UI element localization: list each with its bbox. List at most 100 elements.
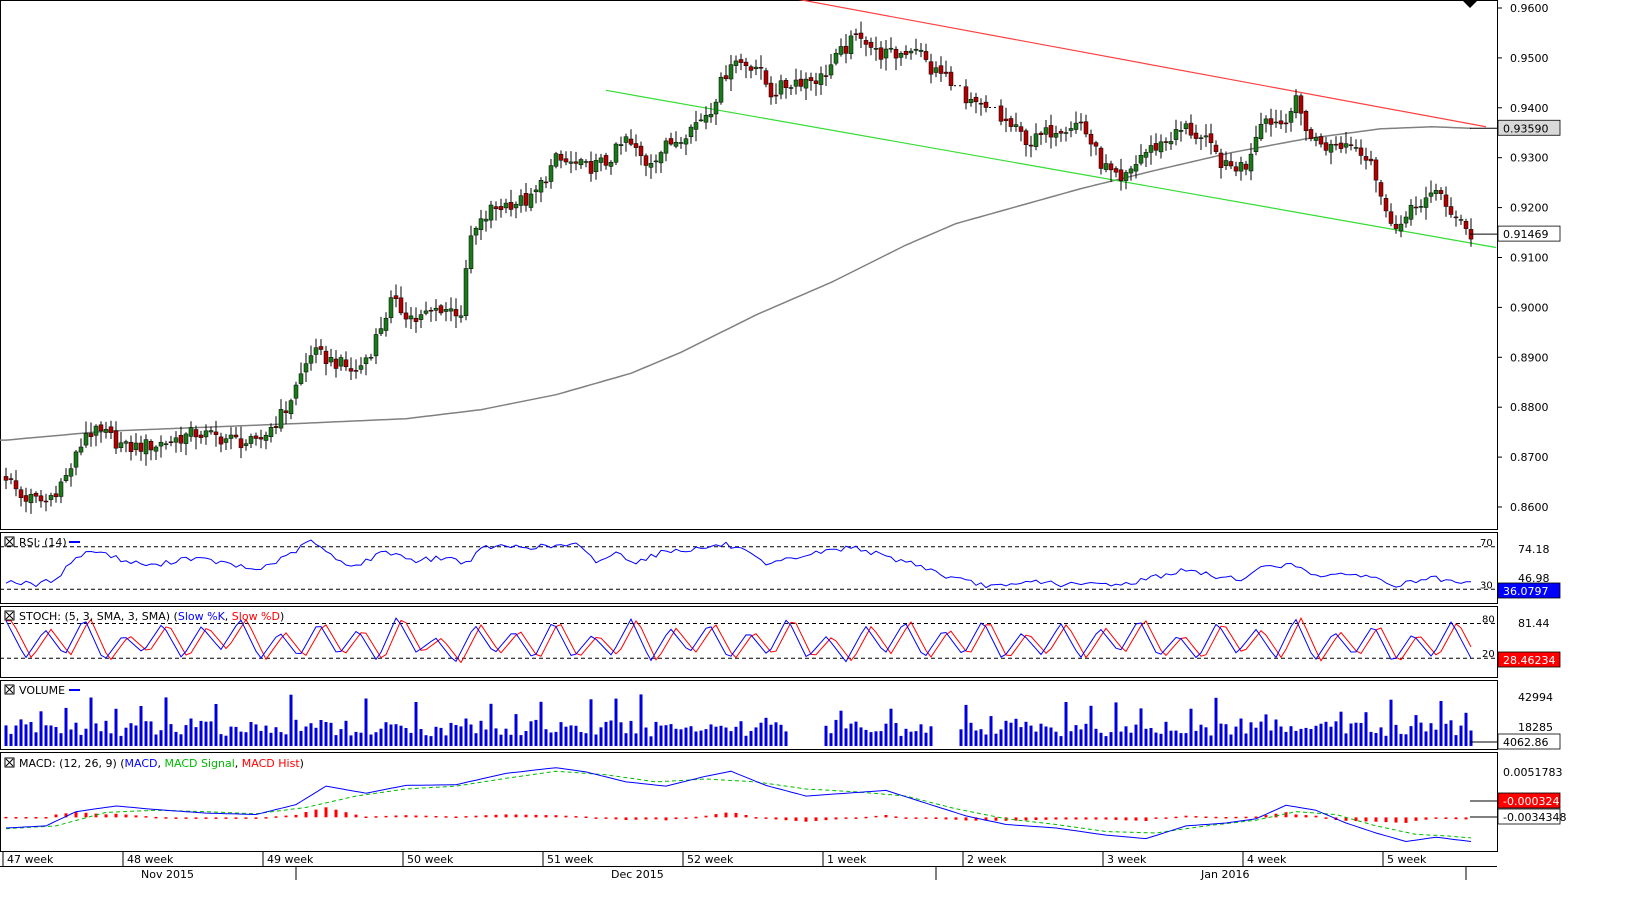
volume-bar — [529, 721, 533, 746]
volume-bar — [1129, 732, 1133, 746]
candle-up — [1168, 141, 1174, 145]
volume-bar — [1149, 728, 1153, 746]
macd-hist-bar — [1444, 817, 1448, 819]
volume-bar — [434, 726, 438, 746]
macd-hist-bar — [394, 815, 398, 818]
candle-up — [433, 307, 439, 311]
volume-bar — [94, 723, 98, 746]
volume-bar — [29, 722, 33, 746]
volume-bar — [539, 701, 543, 746]
volume-bar — [764, 717, 768, 746]
volume-bar — [14, 725, 18, 746]
candle-up — [918, 49, 924, 52]
price-tick-label: 0.9300 — [1510, 152, 1549, 165]
candle-up — [1248, 153, 1254, 172]
macd-hist-bar — [774, 817, 778, 820]
price-tick-label: 0.9100 — [1510, 252, 1549, 265]
volume-bar — [499, 734, 503, 746]
macd-hist-bar — [1094, 817, 1098, 820]
week-label: 4 week — [1247, 853, 1287, 866]
macd-hist-bar — [304, 812, 308, 818]
volume-bar — [19, 719, 23, 746]
stoch-legend-d: Slow %D — [232, 610, 280, 623]
candle-down — [1233, 166, 1239, 172]
macd-hist-bar — [214, 817, 218, 819]
volume-bar — [169, 724, 173, 746]
candle-up — [263, 434, 269, 441]
candle-down — [1208, 133, 1214, 144]
candle-up — [848, 35, 854, 54]
volume-bar — [1104, 736, 1108, 746]
macd-hist-bar — [734, 812, 738, 818]
candle-up — [133, 442, 139, 451]
volume-bar — [289, 694, 293, 746]
macd-hist-bar — [584, 816, 588, 818]
scroll-marker-icon[interactable] — [1462, 0, 1478, 8]
volume-bar — [119, 735, 123, 746]
macd-hist-bar — [184, 817, 188, 819]
volume-bar — [1199, 724, 1203, 746]
volume-bar — [89, 697, 93, 746]
volume-bar — [1134, 724, 1138, 746]
volume-bar — [524, 731, 528, 746]
candle-up — [1133, 164, 1139, 172]
candle-up — [223, 438, 229, 443]
macd-hist-bar — [644, 817, 648, 820]
candle-up — [1343, 143, 1349, 148]
volume-bar — [1214, 697, 1218, 746]
stoch-value-badge: 28.46234 — [1503, 654, 1556, 667]
candle-up — [383, 317, 389, 331]
candle-up — [1013, 124, 1019, 127]
candle-up — [1183, 123, 1189, 129]
candle-up — [873, 48, 879, 50]
candle-down — [333, 358, 339, 369]
candle-down — [798, 78, 804, 87]
candle-up — [888, 47, 894, 50]
macd-hist-bar — [1284, 812, 1288, 818]
candle-down — [1088, 133, 1094, 145]
stoch-slow-d-line — [6, 617, 1472, 664]
candle-down — [1113, 168, 1119, 173]
candle-down — [1363, 156, 1369, 161]
candle-down — [1323, 142, 1329, 151]
candle-down — [1083, 121, 1089, 135]
volume-bar — [334, 735, 338, 746]
candle-down — [1448, 206, 1454, 215]
volume-bar — [534, 719, 538, 746]
volume-bar — [1339, 711, 1343, 746]
candle-down — [193, 429, 199, 438]
stoch-level-label: 80 — [1482, 615, 1495, 626]
volume-bar — [459, 726, 463, 746]
volume-bar — [1089, 705, 1093, 746]
candle-up — [408, 315, 414, 320]
volume-bar — [54, 727, 58, 746]
price-panel — [0, 0, 1498, 530]
candle-up — [1173, 129, 1179, 140]
volume-bar — [474, 733, 478, 746]
candle-up — [378, 328, 384, 334]
macd-hist-value-badge-bg — [1497, 792, 1561, 809]
volume-bar — [254, 724, 258, 746]
macd-hist-bar — [1024, 817, 1028, 821]
candle-up — [818, 73, 824, 85]
candle-up — [613, 143, 619, 163]
volume-bar — [619, 722, 623, 746]
candle-up — [933, 67, 939, 73]
candle-down — [98, 424, 104, 432]
volume-bar — [224, 735, 228, 746]
macd-hist-bar — [134, 815, 138, 818]
volume-bar — [904, 728, 908, 746]
macd-hist-bar — [64, 813, 68, 818]
macd-hist-bar — [1314, 815, 1318, 818]
volume-bar — [1364, 712, 1368, 746]
candle-up — [578, 159, 584, 166]
candle-down — [823, 75, 829, 77]
volume-bar — [759, 722, 763, 746]
candle-down — [1018, 126, 1024, 132]
macd-panel — [0, 752, 1498, 852]
volume-bar — [359, 732, 363, 746]
macd-hist-bar — [574, 816, 578, 818]
volume-bar — [24, 724, 28, 746]
candle-down — [493, 206, 499, 210]
week-label: 1 week — [827, 853, 867, 866]
